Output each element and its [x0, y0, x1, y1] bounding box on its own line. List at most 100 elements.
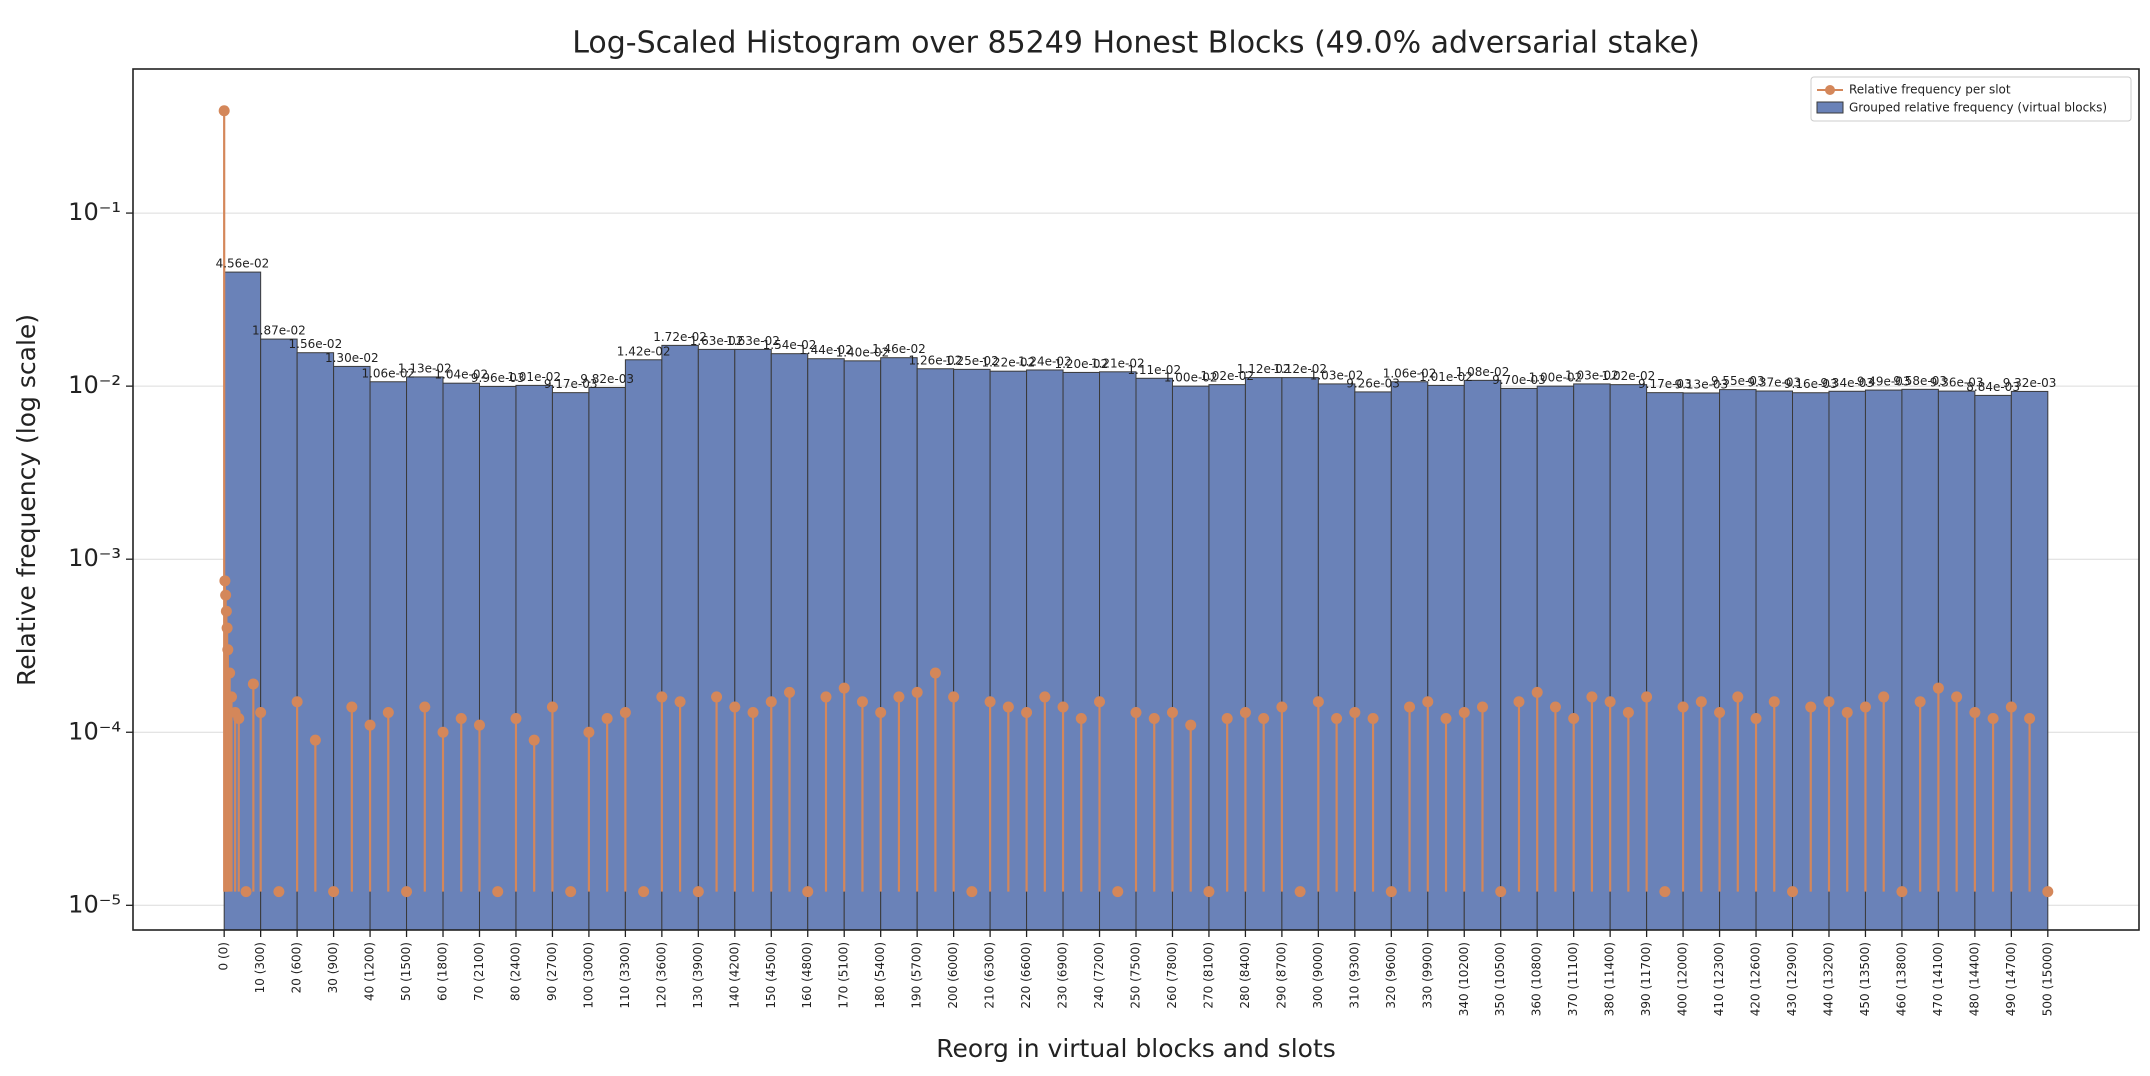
x-tick-label: 490 (14700) — [2004, 942, 2018, 1016]
value-label: 9.13e-03 — [1674, 377, 1728, 391]
stem-marker — [364, 719, 376, 731]
value-label: 9.34e-03 — [1820, 376, 1874, 390]
stem-marker — [1094, 696, 1106, 708]
x-tick-label: 270 (8100) — [1201, 942, 1215, 1009]
x-tick-label: 500 (15000) — [2040, 942, 2054, 1016]
stem-marker — [1130, 707, 1142, 719]
value-label: 1.03e-02 — [1310, 368, 1364, 382]
stem-marker — [220, 605, 232, 617]
stem-marker — [929, 667, 941, 679]
bar — [1099, 371, 1137, 931]
stem-marker — [1458, 707, 1470, 719]
stem-marker — [1878, 691, 1890, 703]
value-label: 9.16e-03 — [1784, 377, 1838, 391]
stem-marker — [984, 696, 996, 708]
stem-marker — [820, 691, 832, 703]
x-tick-label: 280 (8400) — [1238, 942, 1252, 1009]
x-tick-label: 310 (9300) — [1347, 942, 1361, 1009]
stem-marker — [1695, 696, 1707, 708]
bar — [1646, 392, 1684, 931]
value-label: 9.32e-03 — [2003, 376, 2057, 390]
stem-marker — [911, 686, 923, 698]
stem-marker — [1021, 707, 1033, 719]
stem-marker — [1677, 701, 1689, 713]
stem-marker — [1476, 701, 1488, 713]
x-tick-label: 290 (8700) — [1274, 942, 1288, 1009]
value-label: 1.02e-02 — [1602, 369, 1656, 383]
value-label: 9.17e-03 — [544, 377, 598, 391]
value-label: 1.63e-02 — [690, 334, 744, 348]
value-label: 1.22e-02 — [981, 356, 1035, 370]
x-tick-label: 60 (1800) — [436, 942, 450, 1001]
value-label: 9.36e-03 — [1930, 376, 1984, 390]
stem-marker — [1057, 701, 1069, 713]
stem-marker — [711, 691, 723, 703]
stem-marker — [273, 886, 285, 898]
value-label: 1.00e-02 — [1164, 371, 1218, 385]
y-axis-label: Relative frequency (log scale) — [12, 314, 41, 686]
stem-marker — [546, 701, 558, 713]
x-tick-label: 150 (4500) — [764, 942, 778, 1009]
stem-marker — [218, 105, 230, 117]
x-tick-label: 180 (5400) — [873, 942, 887, 1009]
x-tick-label: 340 (10200) — [1457, 942, 1471, 1016]
plot-frame — [132, 68, 2140, 931]
x-tick-label: 300 (9000) — [1311, 942, 1325, 1009]
stem-marker — [1367, 713, 1379, 725]
x-tick-label: 330 (9900) — [1420, 942, 1434, 1009]
value-label: 1.01e-02 — [507, 370, 561, 384]
y-tick-label: 10⁻¹ — [68, 198, 121, 226]
value-label: 1.25e-02 — [945, 354, 999, 368]
stem-marker — [1495, 886, 1507, 898]
stem-marker — [1440, 713, 1452, 725]
value-label: 9.17e-03 — [1638, 377, 1692, 391]
value-label: 1.12e-02 — [1237, 362, 1291, 376]
stem-marker — [233, 713, 245, 725]
value-label: 1.30e-02 — [325, 351, 379, 365]
x-tick-label: 90 (2700) — [545, 942, 559, 1001]
x-tick-label: 0 (0) — [217, 942, 231, 970]
stem-marker — [437, 726, 449, 738]
stem-marker — [729, 701, 741, 713]
stem-marker — [1987, 713, 1999, 725]
x-tick-label: 50 (1500) — [399, 942, 413, 1001]
value-label: 1.06e-02 — [361, 366, 415, 380]
legend-swatch — [1816, 101, 1844, 114]
stem-marker — [875, 707, 887, 719]
value-label: 1.40e-02 — [836, 345, 890, 359]
value-label: 9.96e-03 — [471, 371, 525, 385]
value-label: 9.82e-03 — [580, 372, 634, 386]
stem-marker — [1641, 691, 1653, 703]
stem-marker — [1805, 701, 1817, 713]
stem-marker — [1239, 707, 1251, 719]
stem-marker — [1203, 886, 1215, 898]
x-tick-label: 380 (11400) — [1603, 942, 1617, 1016]
stem-marker — [1951, 691, 1963, 703]
stem-marker — [1768, 696, 1780, 708]
stem-marker — [893, 691, 905, 703]
stem-marker — [1075, 713, 1087, 725]
stem-marker — [1549, 701, 1561, 713]
x-tick-label: 80 (2400) — [508, 942, 522, 1001]
x-tick-label: 40 (1200) — [363, 942, 377, 1001]
stem-marker — [856, 696, 868, 708]
stem-marker — [1659, 886, 1671, 898]
stem-marker — [1568, 713, 1580, 725]
stem-marker — [1002, 701, 1014, 713]
value-label: 1.11e-02 — [1127, 363, 1181, 377]
value-label: 1.00e-02 — [1529, 371, 1583, 385]
stem-marker — [692, 886, 704, 898]
value-label: 1.46e-02 — [872, 342, 926, 356]
stem-marker — [1732, 691, 1744, 703]
value-label: 9.37e-03 — [1747, 376, 1801, 390]
y-tick-label: 10⁻⁴ — [68, 717, 121, 745]
y-tick-label: 10⁻² — [68, 371, 121, 399]
x-axis-label: Reorg in virtual blocks and slots — [936, 1034, 1336, 1063]
value-label: 1.13e-02 — [398, 361, 452, 375]
x-tick-label: 350 (10500) — [1493, 942, 1507, 1016]
stem-marker — [1221, 713, 1233, 725]
value-label: 1.21e-02 — [1091, 356, 1145, 370]
value-label: 9.58e-03 — [1893, 374, 1947, 388]
value-label: 1.20e-02 — [1054, 357, 1108, 371]
